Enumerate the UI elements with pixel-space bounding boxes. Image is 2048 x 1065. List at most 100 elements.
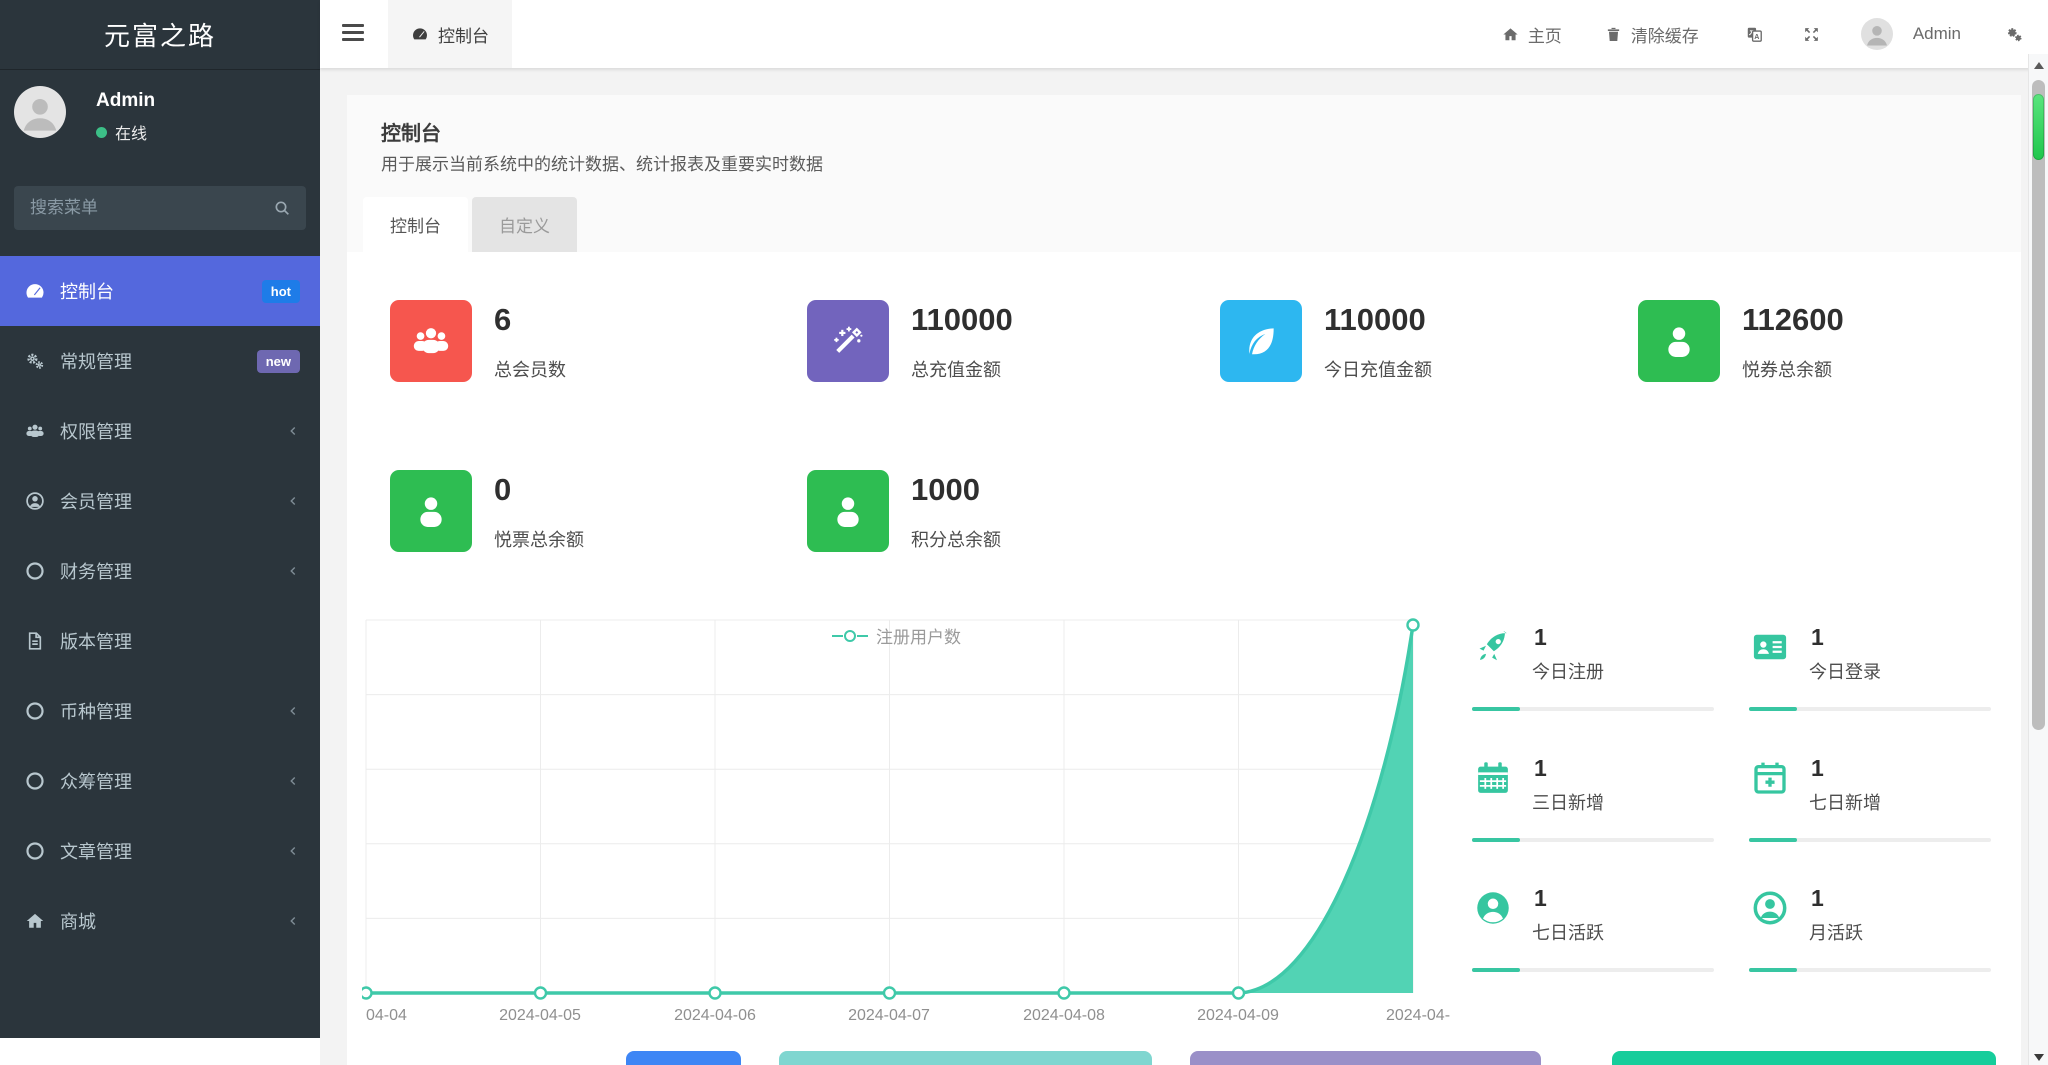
- chevron-left-icon: [286, 774, 300, 788]
- tab-label: 控制台: [438, 26, 489, 46]
- sidebar-item-label: 版本管理: [60, 632, 132, 652]
- circle-icon: [24, 770, 46, 792]
- stat-label: 总会员数: [494, 360, 566, 380]
- stat-value: 110000: [911, 302, 1013, 337]
- user-status-label: 在线: [115, 126, 148, 143]
- sidebar-item-permissions[interactable]: 权限管理: [0, 396, 320, 466]
- app-logo: 元富之路: [0, 0, 320, 70]
- stat-label: 悦票总余额: [494, 530, 584, 550]
- scrollbar-thumb[interactable]: [2032, 80, 2045, 730]
- sidebar-item-articles[interactable]: 文章管理: [0, 816, 320, 886]
- scrollbar-inner-thumb[interactable]: [2033, 94, 2044, 160]
- x-tick: 2024-04-05: [499, 1007, 581, 1024]
- user-status: 在线: [96, 120, 147, 144]
- menu-toggle-button[interactable]: [342, 24, 366, 44]
- panel-tabs: 控制台 自定义: [363, 197, 577, 252]
- search-icon: [272, 198, 292, 218]
- sidebar-item-general[interactable]: 常规管理 new: [0, 326, 320, 396]
- sidebar-item-label: 常规管理: [60, 352, 132, 372]
- sidebar-item-label: 控制台: [60, 282, 114, 302]
- stat-card-ticket-balance: 0 悦票总余额: [390, 470, 790, 580]
- stat-card-total-recharge: 110000 总充值金额: [807, 300, 1207, 410]
- circle-icon: [24, 560, 46, 582]
- main-content: 控制台 用于展示当前系统中的统计数据、统计报表及重要实时数据 控制台 自定义 6…: [320, 68, 2028, 1065]
- calendar-plus-icon: [1749, 757, 1791, 799]
- sidebar-item-label: 会员管理: [60, 492, 132, 512]
- topbar-right: 主页 清除缓存 A Admin: [1501, 0, 2024, 68]
- mini-stat-progress: [1472, 707, 1714, 711]
- peek-panel-purple: [1190, 1051, 1541, 1065]
- mini-stat-today-login: 1 今日登录: [1749, 624, 1991, 724]
- stat-card-today-recharge: 110000 今日充值金额: [1220, 300, 1620, 410]
- sidebar-item-label: 众筹管理: [60, 772, 132, 792]
- mini-stat-progress: [1749, 838, 1991, 842]
- mini-stat-value: 1: [1811, 885, 1824, 911]
- home-button[interactable]: 主页: [1501, 22, 1562, 47]
- mini-stat-progress: [1472, 838, 1714, 842]
- mini-stat-7day-new: 1 七日新增: [1749, 755, 1991, 855]
- mini-stat-3day-new: 1 三日新增: [1472, 755, 1714, 855]
- mini-stat-label: 今日登录: [1809, 662, 1881, 682]
- mini-stat-progress: [1472, 968, 1714, 972]
- tab-custom[interactable]: 自定义: [472, 197, 577, 252]
- dashboard-panel: 控制台 用于展示当前系统中的统计数据、统计报表及重要实时数据 控制台 自定义 6…: [347, 95, 2021, 1065]
- x-tick: 04-04: [366, 1007, 407, 1024]
- circle-icon: [24, 840, 46, 862]
- sidebar-item-members[interactable]: 会员管理: [0, 466, 320, 536]
- mini-stat-value: 1: [1811, 755, 1824, 781]
- clear-cache-button[interactable]: 清除缓存: [1604, 22, 1699, 47]
- mini-stat-value: 1: [1534, 624, 1547, 650]
- svg-text:A: A: [1754, 32, 1759, 40]
- fullscreen-button[interactable]: [1802, 25, 1821, 44]
- topbar-user[interactable]: Admin: [1860, 18, 1961, 50]
- magic-wand-icon: [807, 300, 889, 382]
- avatar: [14, 86, 66, 138]
- expand-icon: [1804, 27, 1818, 41]
- stat-card-points-balance: 1000 积分总余额: [807, 470, 1207, 580]
- tab-dashboard[interactable]: 控制台: [388, 0, 512, 68]
- sidebar-item-label: 权限管理: [60, 422, 132, 442]
- scroll-up-arrow-icon[interactable]: [2034, 62, 2044, 69]
- chevron-left-icon: [286, 844, 300, 858]
- sidebar-item-mall[interactable]: 商城: [0, 886, 320, 956]
- new-badge: new: [256, 349, 300, 373]
- chart-x-axis: 04-04 2024-04-05 2024-04-06 2024-04-07 2…: [362, 1007, 1452, 1033]
- x-tick: 2024-04-08: [1023, 1007, 1105, 1024]
- sidebar-item-dashboard[interactable]: 控制台 hot: [0, 256, 320, 326]
- x-tick: 2024-04-: [1385, 1007, 1451, 1024]
- circle-icon: [24, 700, 46, 722]
- stat-value: 0: [494, 472, 512, 507]
- mini-stat-value: 1: [1534, 755, 1547, 781]
- mini-stat-label: 今日注册: [1532, 662, 1604, 682]
- chevron-left-icon: [286, 914, 300, 928]
- sidebar-item-label: 财务管理: [60, 562, 132, 582]
- language-button[interactable]: A: [1745, 25, 1764, 44]
- legend-label: 注册用户数: [876, 628, 961, 647]
- chevron-left-icon: [286, 424, 300, 438]
- settings-button[interactable]: [2005, 25, 2024, 44]
- mini-stat-value: 1: [1811, 624, 1824, 650]
- sidebar-item-crowdfunding[interactable]: 众筹管理: [0, 746, 320, 816]
- stat-label: 积分总余额: [911, 530, 1001, 550]
- user-icon: [807, 470, 889, 552]
- sidebar-item-finance[interactable]: 财务管理: [0, 536, 320, 606]
- sidebar-item-currencies[interactable]: 币种管理: [0, 676, 320, 746]
- user-icon: [1638, 300, 1720, 382]
- sidebar-user-panel: Admin 在线: [0, 70, 320, 176]
- search-input[interactable]: [14, 186, 306, 230]
- scroll-down-arrow-icon[interactable]: [2034, 1054, 2044, 1061]
- page-title: 控制台: [381, 123, 441, 145]
- menu-search: [14, 186, 306, 230]
- tab-console[interactable]: 控制台: [363, 197, 468, 252]
- stat-value: 1000: [911, 472, 980, 507]
- mini-stat-today-registered: 1 今日注册: [1472, 624, 1714, 724]
- home-icon: [24, 910, 46, 932]
- mini-stat-label: 七日活跃: [1532, 923, 1604, 943]
- peek-panel-green: [1612, 1051, 1996, 1065]
- mini-stat-label: 三日新增: [1532, 793, 1604, 813]
- cogs-icon: [2007, 27, 2022, 41]
- home-label: 主页: [1527, 26, 1562, 46]
- clear-cache-label: 清除缓存: [1630, 26, 1699, 46]
- sidebar-item-versions[interactable]: 版本管理: [0, 606, 320, 676]
- user-icon: [390, 470, 472, 552]
